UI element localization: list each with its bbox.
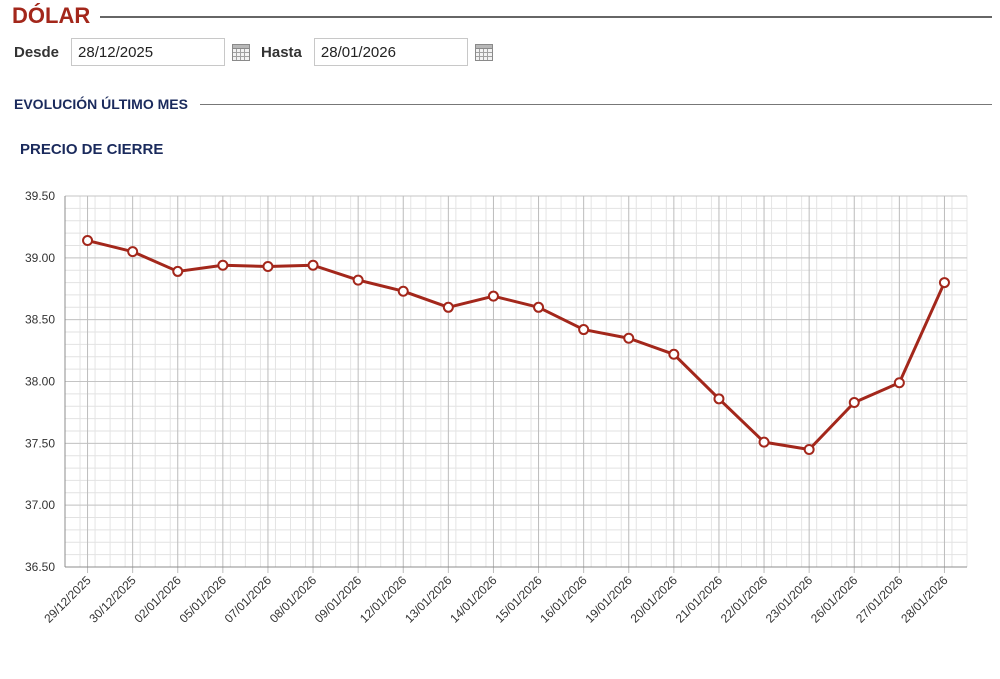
x-tick-label: 20/01/2026 [628, 573, 681, 626]
y-tick-label: 36.50 [25, 560, 55, 574]
x-tick-label: 26/01/2026 [808, 573, 861, 626]
data-point [848, 397, 860, 409]
y-tick-label: 39.50 [25, 189, 55, 203]
data-point [217, 259, 229, 271]
header: DÓLAR [12, 3, 992, 28]
data-point [172, 265, 184, 277]
page-title: DÓLAR [12, 3, 91, 28]
section-header: EVOLUCIÓN ÚLTIMO MES [14, 94, 992, 114]
calendar-icon[interactable] [231, 42, 251, 62]
from-date-input[interactable]: 28/12/2025 [71, 38, 226, 66]
y-tick-label: 38.00 [25, 375, 55, 389]
y-tick-label: 38.50 [25, 313, 55, 327]
x-tick-label: 16/01/2026 [537, 573, 590, 626]
data-point [623, 332, 635, 344]
data-point [938, 277, 950, 289]
calendar-icon[interactable] [474, 42, 494, 62]
data-point [307, 259, 319, 271]
title-divider [100, 16, 992, 18]
data-point [713, 393, 725, 405]
section-title: EVOLUCIÓN ÚLTIMO MES [14, 96, 188, 112]
data-point [442, 301, 454, 313]
x-tick-label: 09/01/2026 [312, 573, 365, 626]
x-tick-label: 23/01/2026 [763, 573, 816, 626]
data-point [578, 324, 590, 336]
x-tick-label: 27/01/2026 [853, 573, 906, 626]
to-date-input[interactable]: 28/01/2026 [313, 38, 468, 66]
x-tick-label: 08/01/2026 [267, 573, 320, 626]
data-point [352, 274, 364, 286]
y-tick-label: 37.00 [25, 498, 55, 512]
data-point [803, 444, 815, 456]
chart-title: PRECIO DE CIERRE [20, 141, 164, 158]
x-tick-label: 07/01/2026 [222, 573, 275, 626]
x-tick-label: 05/01/2026 [177, 573, 230, 626]
x-tick-label: 30/12/2025 [86, 573, 139, 626]
x-tick-label: 14/01/2026 [447, 573, 500, 626]
data-point [127, 246, 139, 258]
data-point [262, 260, 274, 272]
x-tick-label: 28/01/2026 [898, 573, 951, 626]
y-tick-label: 39.00 [25, 251, 55, 265]
to-label: Hasta [261, 43, 302, 61]
data-point [487, 290, 499, 302]
data-point [668, 348, 680, 360]
x-tick-label: 13/01/2026 [402, 573, 455, 626]
x-tick-label: 19/01/2026 [583, 573, 636, 626]
from-label: Desde [14, 43, 60, 61]
data-point [533, 301, 545, 313]
data-point [82, 235, 94, 247]
section-divider [199, 103, 992, 105]
series-line [87, 239, 946, 452]
date-filter: Desde 28/12/2025 Hasta 28/01/2026 [14, 36, 504, 68]
x-tick-label: 29/12/2025 [41, 573, 94, 626]
y-tick-label: 37.50 [25, 436, 55, 450]
x-tick-label: 12/01/2026 [357, 573, 410, 626]
x-tick-label: 22/01/2026 [718, 573, 771, 626]
x-tick-label: 15/01/2026 [492, 573, 545, 626]
data-point [397, 285, 409, 297]
x-tick-label: 21/01/2026 [673, 573, 726, 626]
data-point [758, 436, 770, 448]
x-tick-label: 02/01/2026 [132, 573, 185, 626]
data-point [893, 377, 905, 389]
